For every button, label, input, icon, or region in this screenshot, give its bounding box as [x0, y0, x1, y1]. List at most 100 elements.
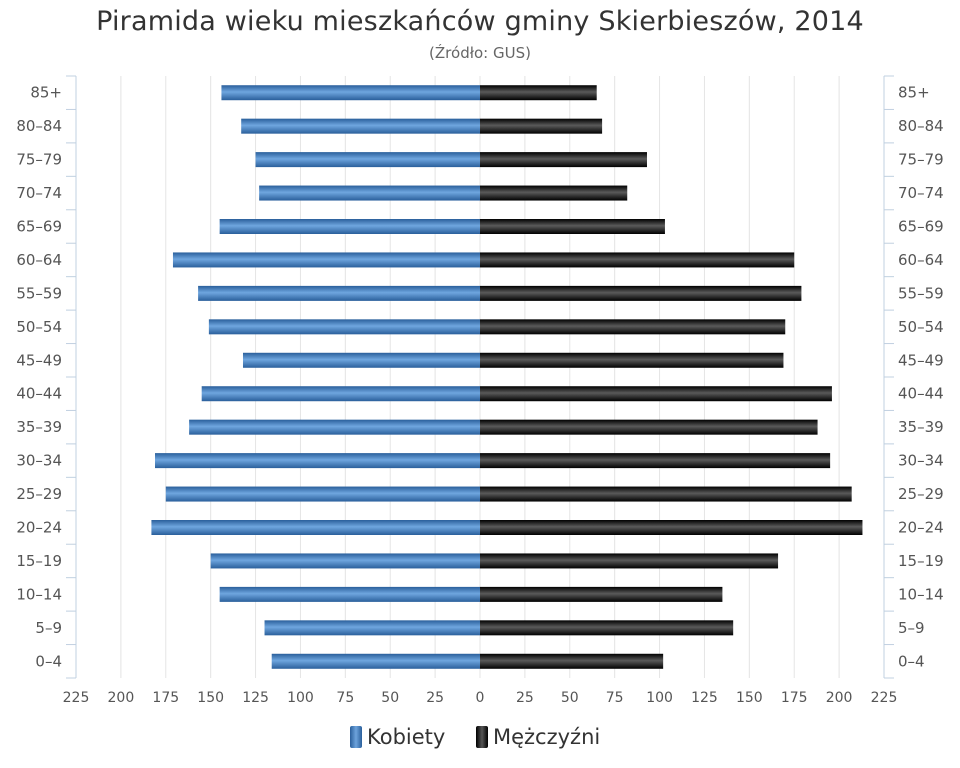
x-tick-label: 75 [336, 690, 354, 706]
legend-label-kobiety: Kobiety [367, 725, 446, 749]
category-label-left: 35–39 [16, 418, 62, 436]
bar-mezczyzni [480, 620, 734, 636]
bar-mezczyzni [480, 386, 832, 402]
category-label-left: 75–79 [16, 151, 62, 169]
bar-mezczyzni [480, 553, 779, 569]
category-label-right: 15–19 [898, 552, 944, 570]
category-label-left: 0–4 [35, 652, 62, 670]
chart-subtitle: (Źródło: GUS) [429, 44, 531, 62]
bar-kobiety [264, 620, 480, 636]
bar-mezczyzni [480, 520, 863, 535]
bar-mezczyzni [480, 285, 802, 301]
category-label-right: 25–29 [898, 485, 944, 503]
bar-mezczyzni [480, 319, 786, 335]
bar-kobiety [242, 352, 480, 368]
category-label-left: 40–44 [16, 385, 62, 403]
category-label-right: 60–64 [898, 251, 944, 269]
x-tick-label: 225 [63, 690, 90, 706]
category-label-right: 50–54 [898, 318, 944, 336]
legend-label-mezczyzni: Mężczyźni [493, 725, 601, 749]
bar-kobiety [165, 486, 480, 502]
category-label-right: 85+ [898, 84, 930, 102]
legend-item-mezczyzni[interactable]: Mężczyźni [476, 722, 600, 752]
bar-kobiety [198, 285, 480, 301]
category-label-right: 70–74 [898, 184, 944, 202]
category-label-left: 15–19 [16, 552, 62, 570]
category-label-right: 10–14 [898, 585, 944, 603]
bar-mezczyzni [480, 453, 831, 469]
bar-kobiety [271, 653, 480, 669]
x-tick-label: 125 [242, 690, 269, 706]
category-label-right: 35–39 [898, 418, 944, 436]
x-tick-label: 200 [826, 690, 853, 706]
bar-mezczyzni [480, 419, 818, 435]
x-tick-label: 100 [646, 690, 673, 706]
x-tick-label: 25 [516, 690, 534, 706]
category-label-right: 40–44 [898, 385, 944, 403]
x-tick-label: 75 [606, 690, 624, 706]
category-label-left: 5–9 [35, 619, 62, 637]
bar-mezczyzni [480, 185, 628, 201]
x-tick-label: 175 [781, 690, 808, 706]
legend-swatch-kobiety [350, 726, 362, 748]
category-label-right: 45–49 [898, 351, 944, 369]
x-tick-label: 150 [736, 690, 763, 706]
bar-mezczyzni [480, 152, 647, 168]
bar-mezczyzni [480, 352, 784, 368]
x-tick-label: 225 [871, 690, 898, 706]
x-tick-label: 125 [691, 690, 718, 706]
category-label-left: 80–84 [16, 117, 62, 135]
bar-mezczyzni [480, 486, 852, 502]
bar-mezczyzni [480, 653, 664, 669]
category-label-left: 70–74 [16, 184, 62, 202]
bar-kobiety [219, 586, 480, 602]
x-tick-label: 100 [287, 690, 314, 706]
bar-kobiety [259, 185, 480, 201]
category-label-left: 65–69 [16, 218, 62, 236]
category-label-right: 65–69 [898, 218, 944, 236]
bar-mezczyzni [480, 586, 723, 602]
x-tick-label: 150 [197, 690, 224, 706]
bar-kobiety [189, 419, 480, 435]
bar-mezczyzni [480, 118, 603, 134]
bar-mezczyzni [480, 85, 597, 101]
category-label-right: 80–84 [898, 117, 944, 135]
x-tick-label: 25 [426, 690, 444, 706]
category-label-left: 50–54 [16, 318, 62, 336]
bar-mezczyzni [480, 252, 795, 268]
category-label-right: 20–24 [898, 519, 944, 537]
category-label-right: 75–79 [898, 151, 944, 169]
bar-kobiety [241, 118, 480, 134]
category-label-left: 55–59 [16, 284, 62, 302]
bar-kobiety [172, 252, 480, 268]
x-tick-label: 0 [476, 690, 485, 706]
category-label-left: 45–49 [16, 351, 62, 369]
category-label-left: 10–14 [16, 585, 62, 603]
category-label-left: 20–24 [16, 519, 62, 537]
x-tick-label: 175 [152, 690, 179, 706]
x-tick-label: 50 [381, 690, 399, 706]
category-label-left: 60–64 [16, 251, 62, 269]
bar-kobiety [155, 453, 480, 469]
legend-item-kobiety[interactable]: Kobiety [350, 722, 445, 752]
category-label-right: 5–9 [898, 619, 925, 637]
chart-title: Piramida wieku mieszkańców gminy Skierbi… [96, 6, 864, 37]
bar-kobiety [255, 152, 480, 168]
bar-kobiety [201, 386, 480, 402]
legend-swatch-mezczyzni [476, 726, 488, 748]
category-label-right: 55–59 [898, 284, 944, 302]
category-label-left: 85+ [30, 84, 62, 102]
x-tick-label: 200 [108, 690, 135, 706]
category-label-right: 30–34 [898, 452, 944, 470]
bar-kobiety [219, 219, 480, 234]
bar-mezczyzni [480, 219, 665, 234]
bar-kobiety [221, 85, 480, 101]
x-tick-label: 50 [561, 690, 579, 706]
bar-kobiety [208, 319, 481, 335]
category-label-left: 30–34 [16, 452, 62, 470]
bar-kobiety [210, 553, 480, 569]
category-label-left: 25–29 [16, 485, 62, 503]
category-label-right: 0–4 [898, 652, 925, 670]
bar-kobiety [151, 520, 480, 535]
